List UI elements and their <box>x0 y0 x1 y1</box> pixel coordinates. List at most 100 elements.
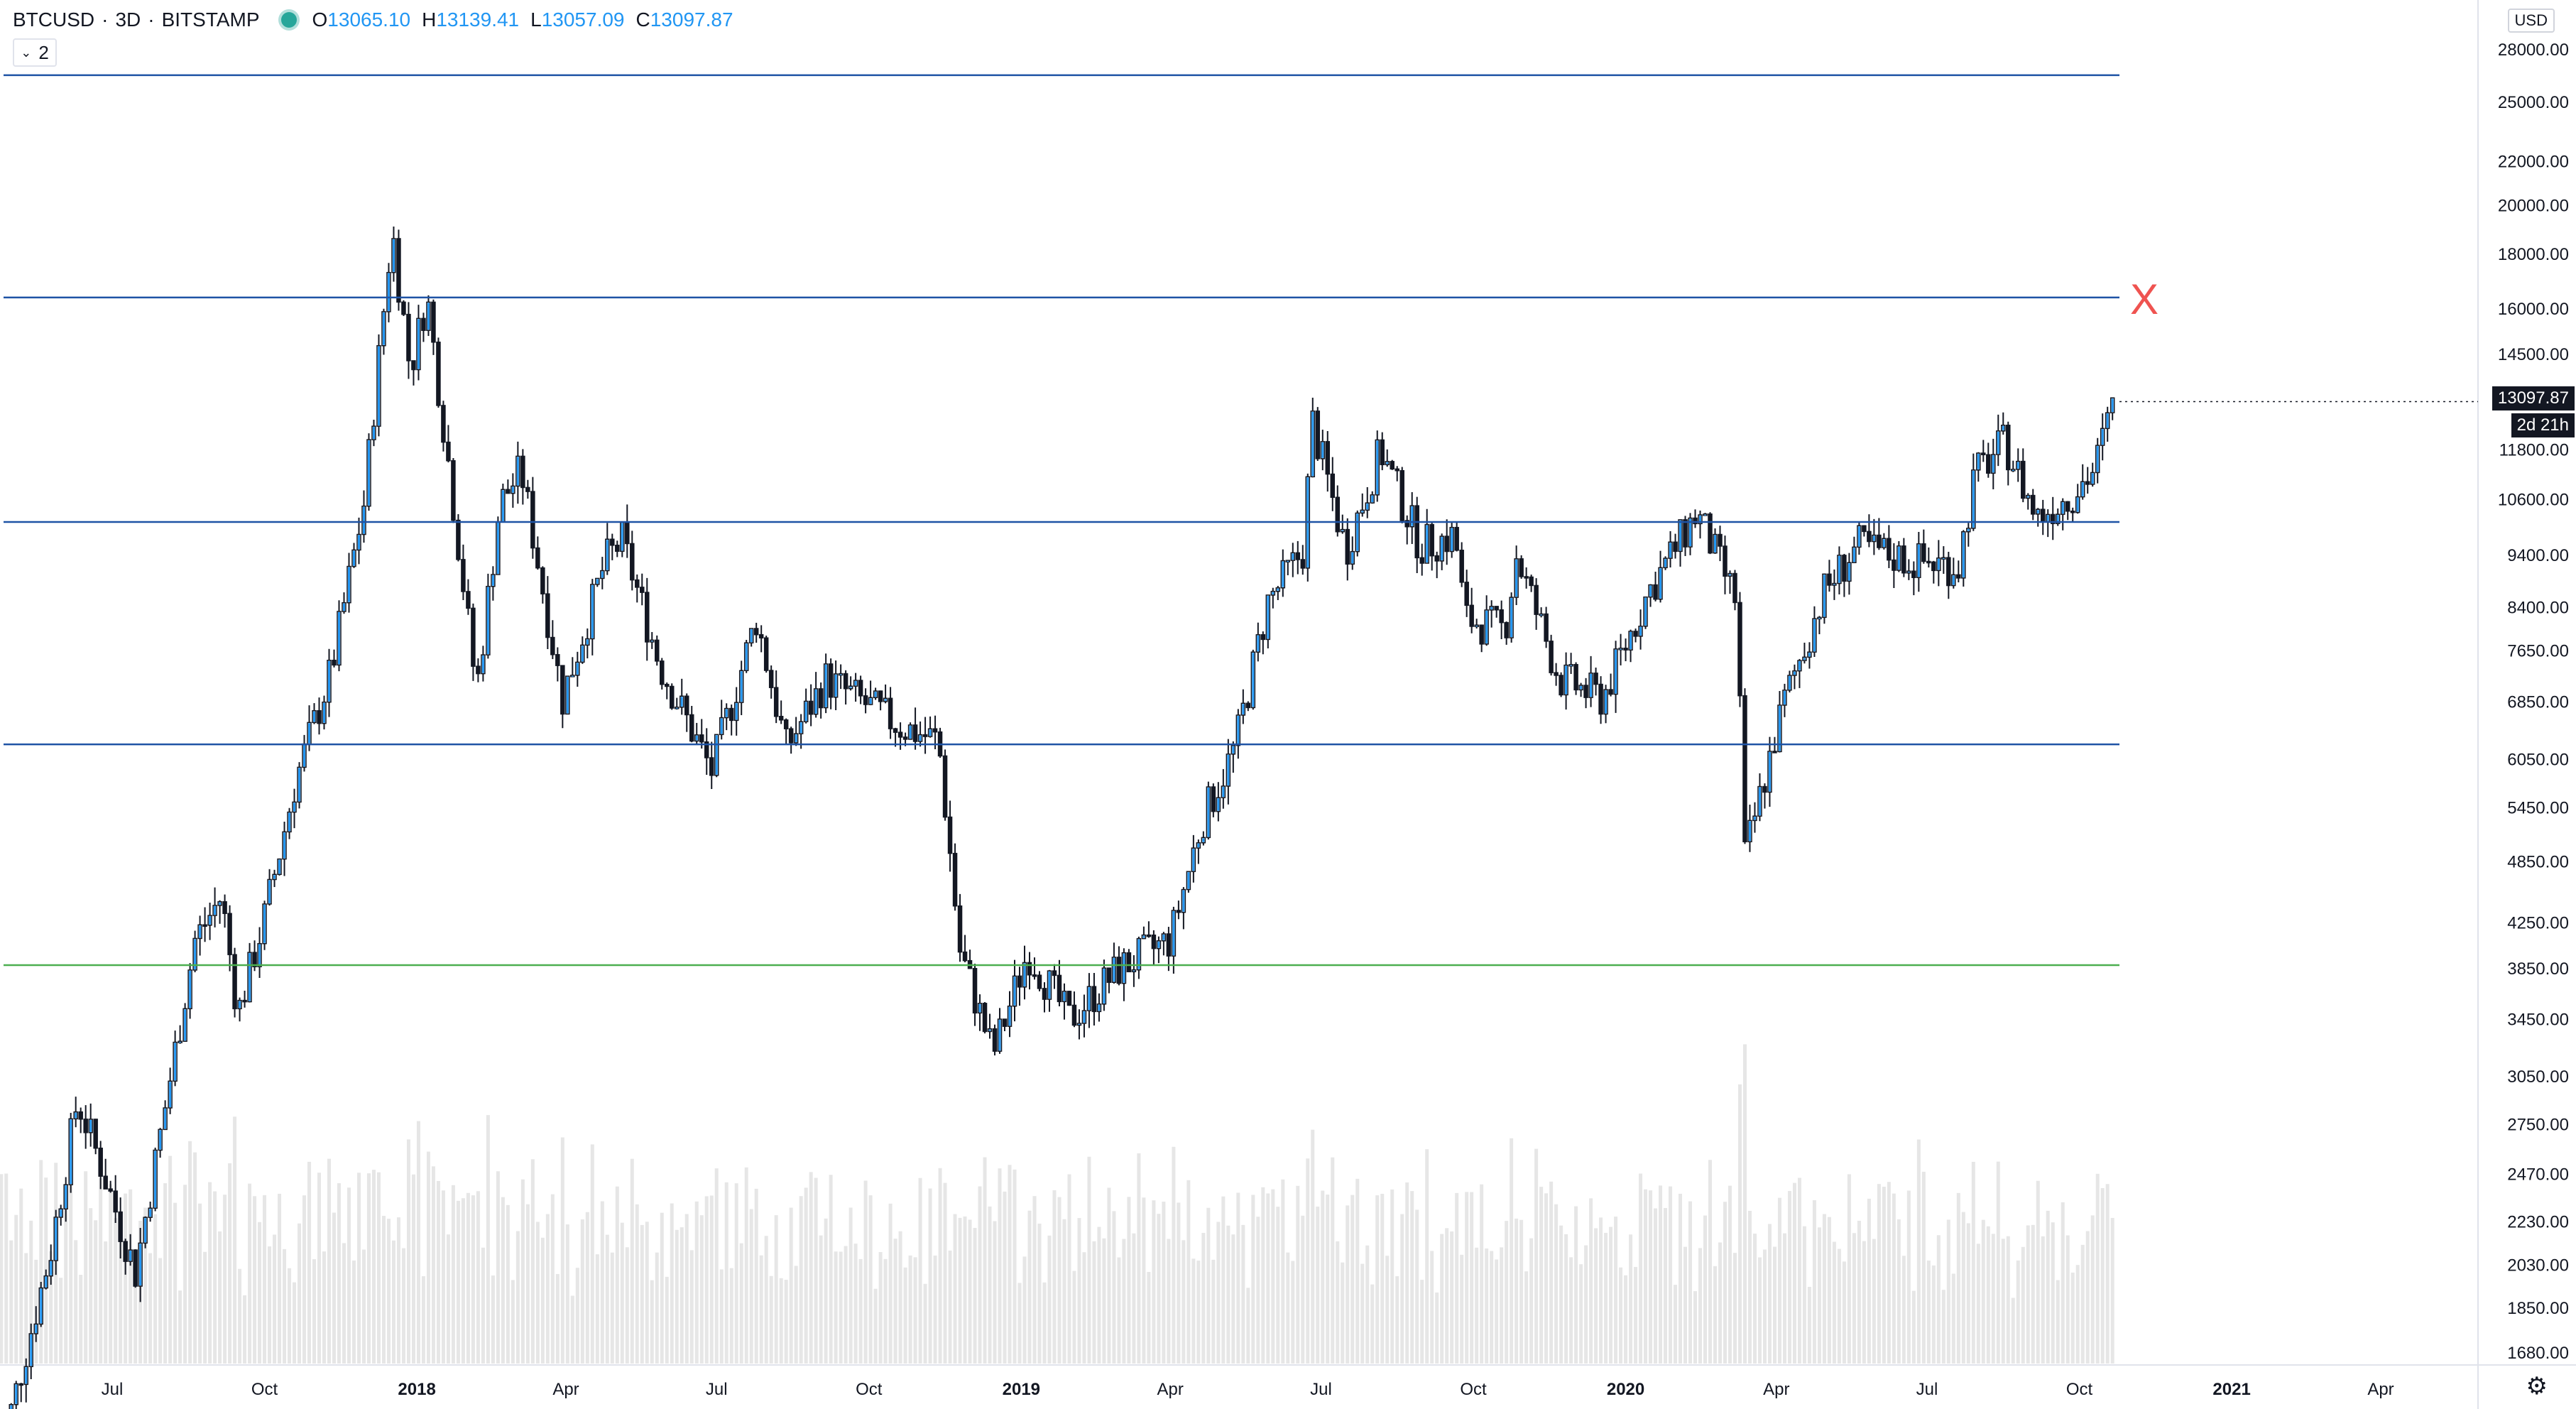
candle-body <box>763 637 769 671</box>
gear-icon[interactable]: ⚙ <box>2526 1373 2548 1400</box>
collapse-indicators-button[interactable]: ⌄ 2 <box>13 38 57 67</box>
candle-body-fill <box>1376 440 1379 494</box>
volume-bar <box>1415 1209 1419 1364</box>
candle-body-fill <box>1361 511 1364 513</box>
symbol-label[interactable]: BTCUSD <box>13 9 95 31</box>
volume-bar <box>148 1253 153 1364</box>
volume-bar <box>1485 1248 1489 1364</box>
candle-body-fill <box>2061 502 2064 514</box>
volume-bar <box>1847 1174 1851 1364</box>
candle-body <box>2031 494 2036 515</box>
volume-bar <box>680 1227 684 1364</box>
candle-body <box>1504 621 1509 638</box>
candle-body-fill <box>184 1009 187 1041</box>
volume-bar <box>729 1268 733 1364</box>
volume-bar <box>361 1249 366 1364</box>
candle-body-fill <box>1664 559 1667 567</box>
volume-bar <box>1752 1234 1757 1364</box>
volume-bar <box>1792 1182 1796 1364</box>
volume-bar <box>193 1152 197 1364</box>
volume-bar <box>19 1188 23 1364</box>
volume-bar <box>416 1121 420 1364</box>
volume-bar <box>1420 1280 1424 1364</box>
volume-bar <box>794 1266 798 1364</box>
volume-bar <box>351 1260 356 1364</box>
volume-bar <box>585 1212 589 1364</box>
candle-body-fill <box>1113 957 1115 982</box>
candle-body <box>476 665 481 675</box>
price-tick-label: 28000.00 <box>2498 40 2569 60</box>
volume-bar <box>1991 1234 1995 1364</box>
volume-bar <box>213 1191 217 1364</box>
volume-bar <box>4 1173 9 1364</box>
candle-body-fill <box>1590 673 1593 697</box>
volume-bar <box>739 1243 743 1364</box>
volume-bar <box>863 1180 868 1364</box>
candle-body-fill <box>377 346 380 426</box>
candle-body <box>625 521 630 545</box>
candle-body-fill <box>919 735 922 741</box>
candle-body-fill <box>70 1119 72 1185</box>
volume-bar <box>1887 1182 1891 1364</box>
volume-bar <box>1206 1207 1211 1364</box>
interval-label[interactable]: 3D <box>115 9 141 31</box>
volume-bar <box>436 1180 440 1364</box>
candle-body-fill <box>2012 469 2014 471</box>
candle-body <box>1683 519 1688 548</box>
volume-bar <box>1926 1260 1931 1364</box>
candle-body <box>436 342 441 406</box>
volume-bar <box>640 1224 644 1364</box>
volume-bar <box>948 1250 952 1364</box>
candle-body <box>957 905 963 953</box>
volume-bar <box>1251 1195 1255 1364</box>
volume-bar <box>1708 1160 1712 1364</box>
candle-body <box>1399 469 1404 521</box>
volume-bar <box>1961 1212 1965 1364</box>
candle-body-fill <box>1277 588 1279 591</box>
candle-body-fill <box>1639 626 1642 636</box>
candle-body-fill <box>1644 597 1647 626</box>
candle-body <box>1419 557 1424 564</box>
candle-body <box>1718 533 1723 547</box>
volume-bar <box>1862 1241 1866 1364</box>
candle-body <box>808 700 814 715</box>
candle-body-fill <box>1192 849 1195 871</box>
candle-body-fill <box>1182 890 1185 912</box>
candle-body-fill <box>1123 953 1125 983</box>
candle-body <box>1146 934 1152 937</box>
candle-body-fill <box>1565 665 1568 695</box>
volume-bar <box>1971 1161 1975 1364</box>
candle-body-fill <box>511 486 514 493</box>
volume-bar <box>183 1185 187 1364</box>
volume-bar <box>1475 1247 1479 1364</box>
candle-body <box>1404 520 1409 528</box>
volume-bar <box>888 1203 893 1364</box>
candle-body-fill <box>1162 934 1165 940</box>
currency-label[interactable]: USD <box>2507 9 2555 33</box>
volume-bar <box>1102 1238 1106 1364</box>
candle-body <box>1126 952 1132 973</box>
candle-body <box>1395 468 1399 472</box>
time-tick-label: Jul <box>1916 1380 1938 1399</box>
candle-body <box>545 593 550 638</box>
candle-body-fill <box>621 523 623 551</box>
volume-bar <box>968 1219 972 1364</box>
time-tick-label: Jul <box>706 1380 728 1399</box>
candle-body <box>992 1028 998 1052</box>
candle-body-fill <box>1753 817 1756 820</box>
candle-body-fill <box>586 639 589 645</box>
volume-bar <box>1450 1231 1454 1364</box>
price-tick-label: 6050.00 <box>2507 750 2569 769</box>
volume-bar <box>1142 1197 1146 1364</box>
volume-bar <box>1679 1193 1683 1364</box>
volume-bar <box>1097 1226 1101 1364</box>
candle-body-fill <box>1142 935 1145 938</box>
volume-bar <box>1216 1222 1221 1364</box>
candle-body-fill <box>1798 661 1801 670</box>
candle-body-fill <box>491 575 494 586</box>
volume-bar <box>610 1252 614 1364</box>
candle-body <box>535 547 540 569</box>
candle-body-fill <box>869 698 872 704</box>
volume-bar <box>223 1195 227 1364</box>
